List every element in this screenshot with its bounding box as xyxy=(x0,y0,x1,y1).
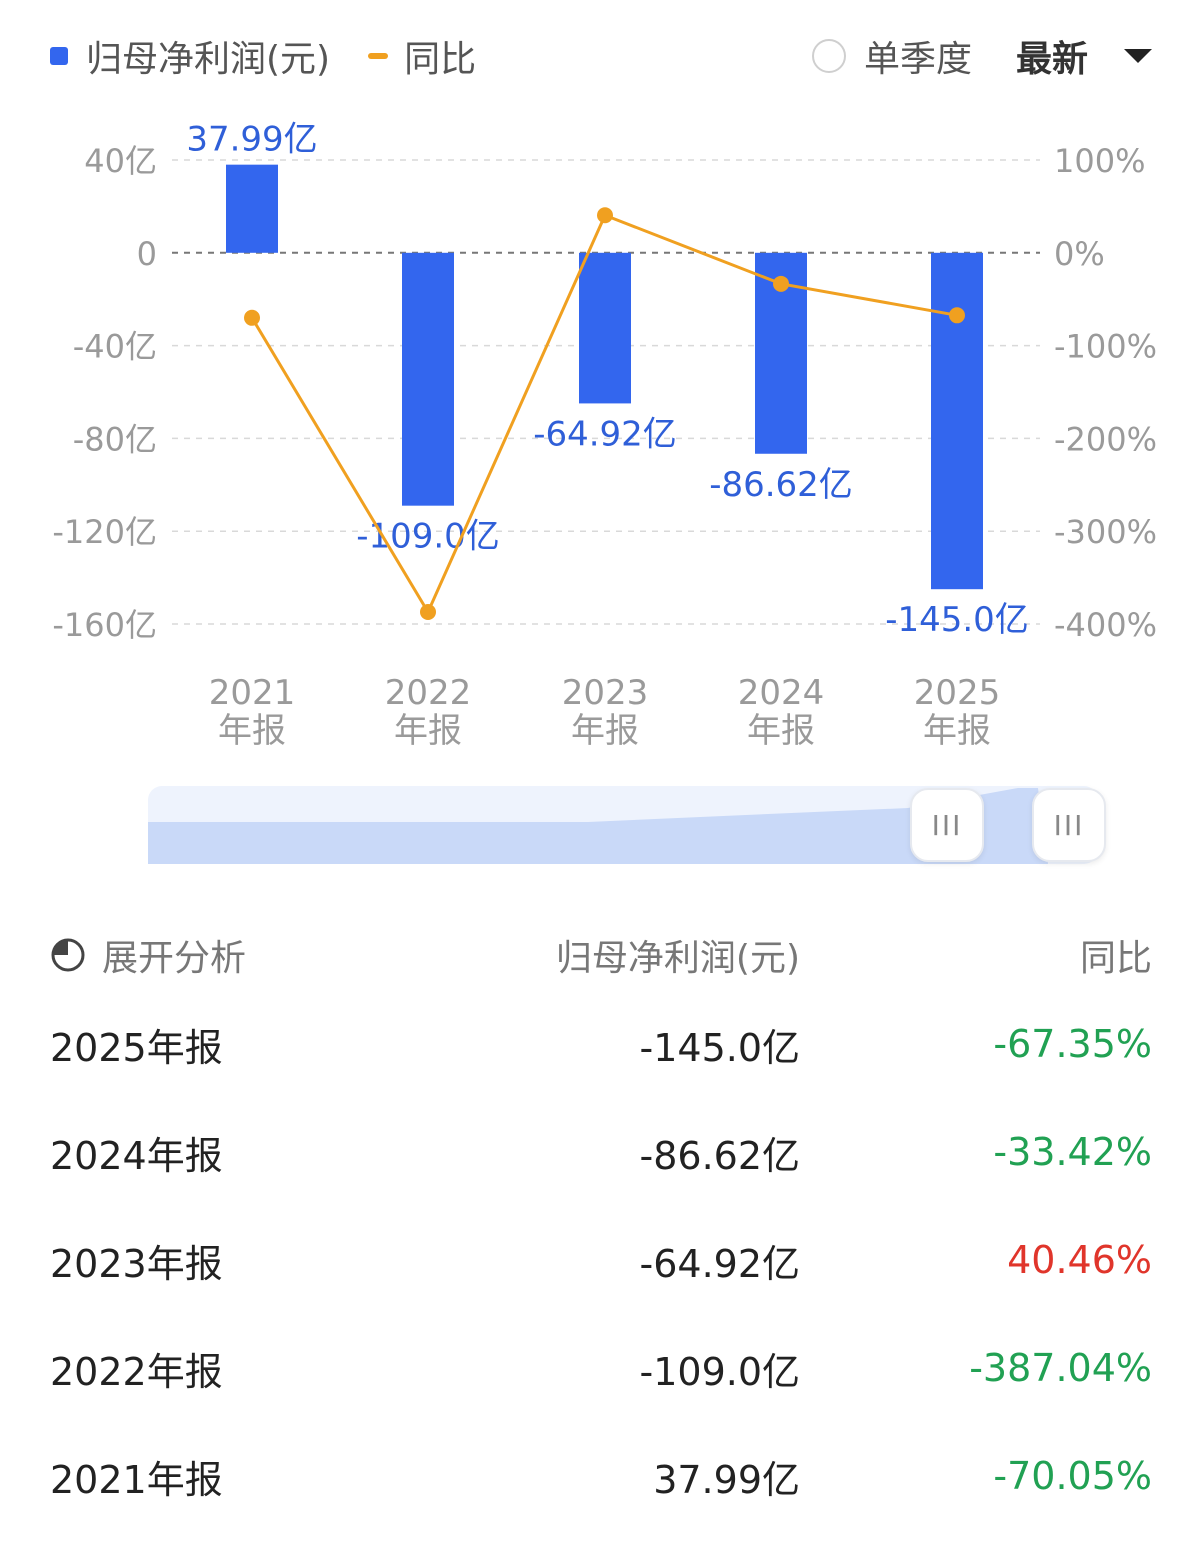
y-right-tick-label: -400% xyxy=(1054,606,1157,644)
row-value: -109.0亿 xyxy=(639,1349,801,1394)
legend-bar-label[interactable]: 归母净利润(元) xyxy=(86,39,331,80)
yoy-point-2024年报 xyxy=(773,275,789,292)
y-left-tick-label: -120亿 xyxy=(52,513,157,551)
y-right-tick-label: -300% xyxy=(1054,513,1157,551)
yoy-point-2022年报 xyxy=(420,603,436,620)
bar-data-label: -145.0亿 xyxy=(885,600,1029,640)
y-right-tick-label: 0% xyxy=(1054,235,1105,273)
y-left-tick-label: -160亿 xyxy=(52,606,157,644)
x-tick-label-type: 年报 xyxy=(218,711,286,751)
bar-2022年报 xyxy=(402,252,454,506)
row-period: 2023年报 xyxy=(50,1241,223,1286)
x-tick-label-year: 2022 xyxy=(385,673,472,713)
bar-2023年报 xyxy=(579,252,631,404)
bar-2021年报 xyxy=(226,164,278,253)
bar-data-label: -86.62亿 xyxy=(709,465,853,505)
row-value: -86.62亿 xyxy=(639,1133,801,1178)
legend-line-label[interactable]: 同比 xyxy=(404,39,477,80)
table-row[interactable]: 2021年报 37.99亿 -70.05% xyxy=(50,1422,1152,1530)
row-yoy: -387.04% xyxy=(969,1346,1152,1390)
range-slider[interactable]: III III xyxy=(148,786,1108,868)
x-tick-label-type: 年报 xyxy=(571,711,639,751)
single-quarter-radio[interactable] xyxy=(811,39,846,73)
chevron-down-icon[interactable] xyxy=(1124,49,1152,63)
row-yoy: -33.42% xyxy=(993,1130,1152,1174)
row-period: 2024年报 xyxy=(50,1133,223,1178)
bar-data-label: -64.92亿 xyxy=(533,414,677,454)
x-tick-label-type: 年报 xyxy=(747,711,815,751)
period-select[interactable]: 最新 xyxy=(1015,39,1088,80)
column-header-yoy: 同比 xyxy=(1079,938,1152,979)
x-tick-label-year: 2025 xyxy=(914,673,1001,713)
row-value: -145.0亿 xyxy=(639,1025,801,1070)
slider-handle-left[interactable]: III xyxy=(910,788,984,862)
data-table: 展开分析 归母净利润(元) 同比 2025年报 -145.0亿 -67.35% … xyxy=(50,920,1152,1530)
y-left-tick-label: -80亿 xyxy=(73,420,157,458)
y-left-tick-label: 40亿 xyxy=(84,142,157,180)
row-period: 2021年报 xyxy=(50,1457,223,1502)
x-tick-label-year: 2021 xyxy=(209,673,296,713)
y-right-tick-label: -100% xyxy=(1054,328,1157,366)
y-left-tick-label: -40亿 xyxy=(73,328,157,366)
chart-controls: 单季度 最新 xyxy=(811,28,1152,84)
row-period: 2025年报 xyxy=(50,1025,223,1070)
legend-line-swatch xyxy=(368,53,389,59)
row-value: 37.99亿 xyxy=(653,1457,800,1502)
table-row[interactable]: 2023年报 -64.92亿 40.46% xyxy=(50,1206,1152,1314)
y-right-tick-label: 100% xyxy=(1054,142,1145,180)
table-row[interactable]: 2024年报 -86.62亿 -33.42% xyxy=(50,1098,1152,1206)
expand-analysis[interactable]: 展开分析 xyxy=(50,929,280,981)
x-tick-label-type: 年报 xyxy=(923,711,991,751)
legend-bar-swatch xyxy=(50,47,68,65)
bar-data-label: 37.99亿 xyxy=(186,120,317,160)
row-period: 2022年报 xyxy=(50,1349,223,1394)
table-header: 展开分析 归母净利润(元) 同比 xyxy=(50,920,1152,990)
pie-chart-icon xyxy=(51,938,85,972)
row-yoy: -67.35% xyxy=(993,1022,1152,1066)
single-quarter-label[interactable]: 单季度 xyxy=(863,39,972,80)
row-value: -64.92亿 xyxy=(639,1241,801,1286)
row-yoy: -70.05% xyxy=(993,1454,1152,1498)
row-yoy: 40.46% xyxy=(1007,1238,1152,1282)
y-left-tick-label: 0 xyxy=(137,235,157,273)
yoy-point-2025年报 xyxy=(949,307,965,324)
chart-legend: 归母净利润(元) 同比 xyxy=(50,28,476,84)
table-row[interactable]: 2025年报 -145.0亿 -67.35% xyxy=(50,990,1152,1098)
bar-data-label: -109.0亿 xyxy=(356,517,500,557)
yoy-point-2023年报 xyxy=(597,207,613,224)
x-tick-label-year: 2024 xyxy=(738,673,825,713)
x-tick-label-type: 年报 xyxy=(394,711,462,751)
expand-analysis-label[interactable]: 展开分析 xyxy=(102,938,247,979)
slider-mini-chart xyxy=(148,788,1048,864)
slider-handle-right[interactable]: III xyxy=(1032,788,1106,862)
y-right-tick-label: -200% xyxy=(1054,420,1157,458)
table-row[interactable]: 2022年报 -109.0亿 -387.04% xyxy=(50,1314,1152,1422)
column-header-value: 归母净利润(元) xyxy=(555,938,800,979)
yoy-point-2021年报 xyxy=(244,309,260,326)
net-profit-chart: 40亿 0 -40亿 -80亿 -120亿 -160亿 100% 0% -100% -200% -3… xyxy=(52,120,1157,751)
x-tick-label-year: 2023 xyxy=(562,673,649,713)
bar-2025年报 xyxy=(931,252,983,590)
